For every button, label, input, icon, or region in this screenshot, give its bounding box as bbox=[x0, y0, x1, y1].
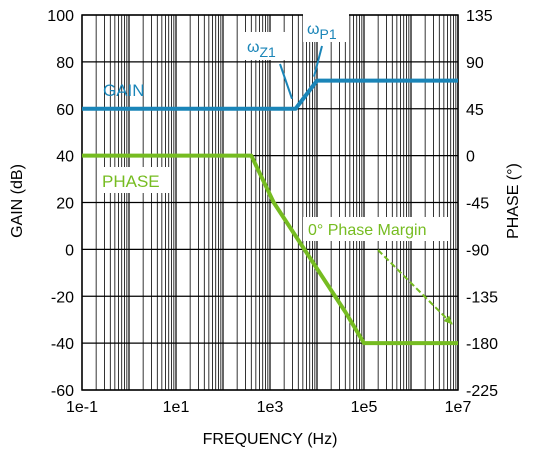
x-tick-label: 1e1 bbox=[163, 399, 190, 416]
x-tick-label: 1e3 bbox=[257, 399, 284, 416]
y-left-tick-label: 60 bbox=[56, 102, 74, 119]
y-right-tick-label: 45 bbox=[466, 102, 484, 119]
phase-margin-label: 0° Phase Margin bbox=[308, 222, 426, 239]
x-tick-label: 1e7 bbox=[445, 399, 472, 416]
phase-label-background bbox=[98, 167, 170, 193]
y-left-tick-label: -20 bbox=[51, 289, 74, 306]
y-axis-right-title: PHASE (°) bbox=[505, 163, 522, 239]
y-right-tick-label: -45 bbox=[466, 196, 489, 213]
gain-series-line bbox=[82, 78, 458, 111]
x-tick-label: 1e5 bbox=[351, 399, 378, 416]
omega-p1-label: ωP1 bbox=[307, 21, 337, 42]
y-right-tick-label: -225 bbox=[466, 383, 498, 400]
y-left-tick-label: 80 bbox=[56, 55, 74, 72]
y-left-tick-label: 40 bbox=[56, 149, 74, 166]
tick-labels: 1e-1 1e1 1e3 1e5 1e7 100 80 60 40 20 0 -20 -40 -60 135… bbox=[47, 8, 498, 416]
omega-p1-leader-line bbox=[313, 45, 323, 77]
y-left-tick-label: 100 bbox=[47, 8, 74, 25]
y-right-tick-label: -135 bbox=[466, 289, 498, 306]
phase-series-line bbox=[82, 153, 458, 346]
phase-margin-arrow bbox=[377, 249, 453, 325]
omega-z1-leader-line bbox=[279, 63, 293, 100]
y-right-tick-label: 90 bbox=[466, 55, 484, 72]
phase-series-label: PHASE bbox=[102, 172, 160, 191]
phase-margin-background bbox=[303, 217, 449, 241]
y-left-tick-label: -60 bbox=[51, 383, 74, 400]
y-right-tick-label: 0 bbox=[466, 149, 475, 166]
annotations-layer: GAIN PHASE ωZ1 ωP1 0° Phase Margin bbox=[98, 14, 453, 325]
x-axis-title: FREQUENCY (Hz) bbox=[203, 431, 338, 448]
grid-lines bbox=[81, 14, 459, 391]
gain-series-label: GAIN bbox=[103, 81, 145, 100]
y-right-tick-label: -180 bbox=[466, 336, 498, 353]
series-layer bbox=[82, 78, 458, 346]
y-left-tick-label: 0 bbox=[65, 242, 74, 259]
x-tick-label: 1e-1 bbox=[66, 399, 98, 416]
omega-p1-background bbox=[303, 14, 349, 42]
omega-z1-label: ωZ1 bbox=[247, 39, 276, 60]
y-left-tick-label: 20 bbox=[56, 196, 74, 213]
y-right-tick-label: -90 bbox=[466, 242, 489, 259]
y-left-tick-label: -40 bbox=[51, 336, 74, 353]
plot-frame bbox=[81, 14, 459, 391]
y-right-tick-label: 135 bbox=[466, 8, 493, 25]
omega-z1-background bbox=[243, 32, 289, 60]
y-axis-left-title: GAIN (dB) bbox=[9, 164, 26, 238]
